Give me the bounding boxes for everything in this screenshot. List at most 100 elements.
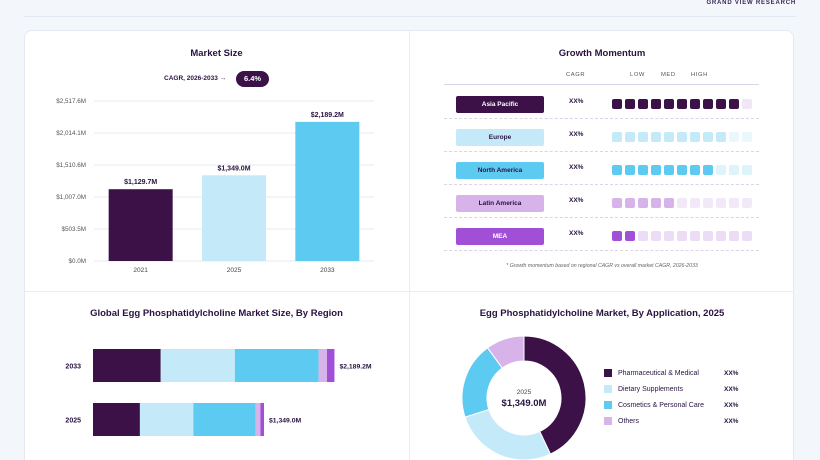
legend-item: Dietary Supplements XX% <box>604 385 744 393</box>
total-value-label: $1,349.0M <box>269 418 301 425</box>
legend-swatch <box>604 417 612 425</box>
momentum-square <box>677 99 687 109</box>
region-pill: North America <box>456 162 544 179</box>
y-tick-label: $0.0M <box>68 258 86 265</box>
cagr-label: CAGR, 2026-2033 → <box>164 75 227 82</box>
momentum-square <box>690 99 700 109</box>
momentum-square <box>703 132 713 142</box>
total-value-label: $2,189.2M <box>339 364 371 371</box>
momentum-square <box>664 198 674 208</box>
donut-slice <box>486 336 525 369</box>
momentum-square <box>664 99 674 109</box>
application-donut-chart: 2025 $1,349.0M <box>462 336 587 460</box>
momentum-square <box>638 99 648 109</box>
y-tick-label: $1,007.0M <box>56 194 86 201</box>
momentum-square <box>729 99 739 109</box>
stacked-segment <box>160 349 235 382</box>
momentum-square <box>729 231 739 241</box>
momentum-square <box>742 231 752 241</box>
y-tick-label: $503.5M <box>61 226 86 233</box>
momentum-square <box>677 165 687 175</box>
growth-row: MEA XX% <box>444 221 759 251</box>
momentum-square <box>716 99 726 109</box>
stacked-segment <box>326 349 335 382</box>
momentum-square <box>651 99 661 109</box>
legend-label: Dietary Supplements <box>618 385 683 393</box>
stacked-segment <box>260 403 265 436</box>
region-chart: 2033 $2,189.2M 2025 $1,349.0M <box>65 349 372 436</box>
region-cagr: XX% <box>569 230 584 237</box>
med-header: MED <box>661 72 676 78</box>
momentum-scale <box>612 198 752 208</box>
region-cagr: XX% <box>569 131 584 138</box>
momentum-square <box>729 165 739 175</box>
momentum-square <box>690 231 700 241</box>
momentum-square <box>677 231 687 241</box>
application-chart-title: Egg Phosphatidylcholine Market, By Appli… <box>479 308 725 319</box>
legend-swatch <box>604 369 612 377</box>
legend-label: Others <box>618 417 640 425</box>
stacked-segment <box>255 403 261 436</box>
growth-row: Europe XX% <box>444 122 759 152</box>
region-cagr: XX% <box>569 164 584 171</box>
bar-value-label: $1,129.7M <box>124 179 157 186</box>
momentum-square <box>729 132 739 142</box>
momentum-square <box>625 198 635 208</box>
growth-row: North America XX% <box>444 155 759 185</box>
high-header: HIGH <box>691 72 708 78</box>
region-pill: Europe <box>456 129 544 146</box>
region-pill: Asia Pacific <box>456 96 544 113</box>
legend-value: XX% <box>724 369 739 377</box>
momentum-scale <box>612 132 752 142</box>
momentum-square <box>742 132 752 142</box>
stacked-segment <box>139 403 194 436</box>
donut-slice <box>523 336 587 455</box>
momentum-square <box>703 99 713 109</box>
momentum-scale <box>612 99 752 109</box>
bar <box>108 189 173 261</box>
momentum-square <box>703 165 713 175</box>
cagr-header: CAGR <box>566 72 586 78</box>
momentum-square <box>625 99 635 109</box>
stacked-segment <box>318 349 327 382</box>
growth-row: Latin America XX% <box>444 188 759 218</box>
momentum-square <box>664 231 674 241</box>
legend-value: XX% <box>724 417 739 425</box>
momentum-square <box>742 99 752 109</box>
momentum-scale <box>612 231 752 241</box>
legend-swatch <box>604 385 612 393</box>
stacked-segment <box>234 349 319 382</box>
legend-value: XX% <box>724 385 739 393</box>
x-tick-label: 2033 <box>320 267 335 274</box>
legend-item: Others XX% <box>604 417 744 425</box>
x-tick-label: 2025 <box>227 267 242 274</box>
region-cagr: XX% <box>569 197 584 204</box>
momentum-square <box>716 165 726 175</box>
x-tick-label: 2021 <box>133 267 148 274</box>
momentum-square <box>612 165 622 175</box>
momentum-square <box>690 198 700 208</box>
momentum-square <box>625 132 635 142</box>
momentum-square <box>651 198 661 208</box>
momentum-square <box>664 132 674 142</box>
momentum-square <box>677 132 687 142</box>
legend-item: Cosmetics & Personal Care XX% <box>604 401 744 409</box>
momentum-square <box>690 165 700 175</box>
vertical-divider <box>409 30 410 460</box>
donut-slice <box>464 408 552 460</box>
momentum-square <box>742 198 752 208</box>
y-tick-label: $2,014.1M <box>56 130 86 137</box>
momentum-square <box>651 231 661 241</box>
momentum-square <box>677 198 687 208</box>
momentum-square <box>612 132 622 142</box>
header-divider <box>24 16 796 17</box>
market-size-title: Market Size <box>190 48 243 59</box>
stacked-segment <box>93 403 140 436</box>
legend-value: XX% <box>724 401 739 409</box>
momentum-scale <box>612 165 752 175</box>
momentum-square <box>651 165 661 175</box>
y-tick-label: $2,517.6M <box>56 98 86 105</box>
momentum-square <box>638 165 648 175</box>
growth-header-divider <box>444 84 759 85</box>
momentum-square <box>716 231 726 241</box>
